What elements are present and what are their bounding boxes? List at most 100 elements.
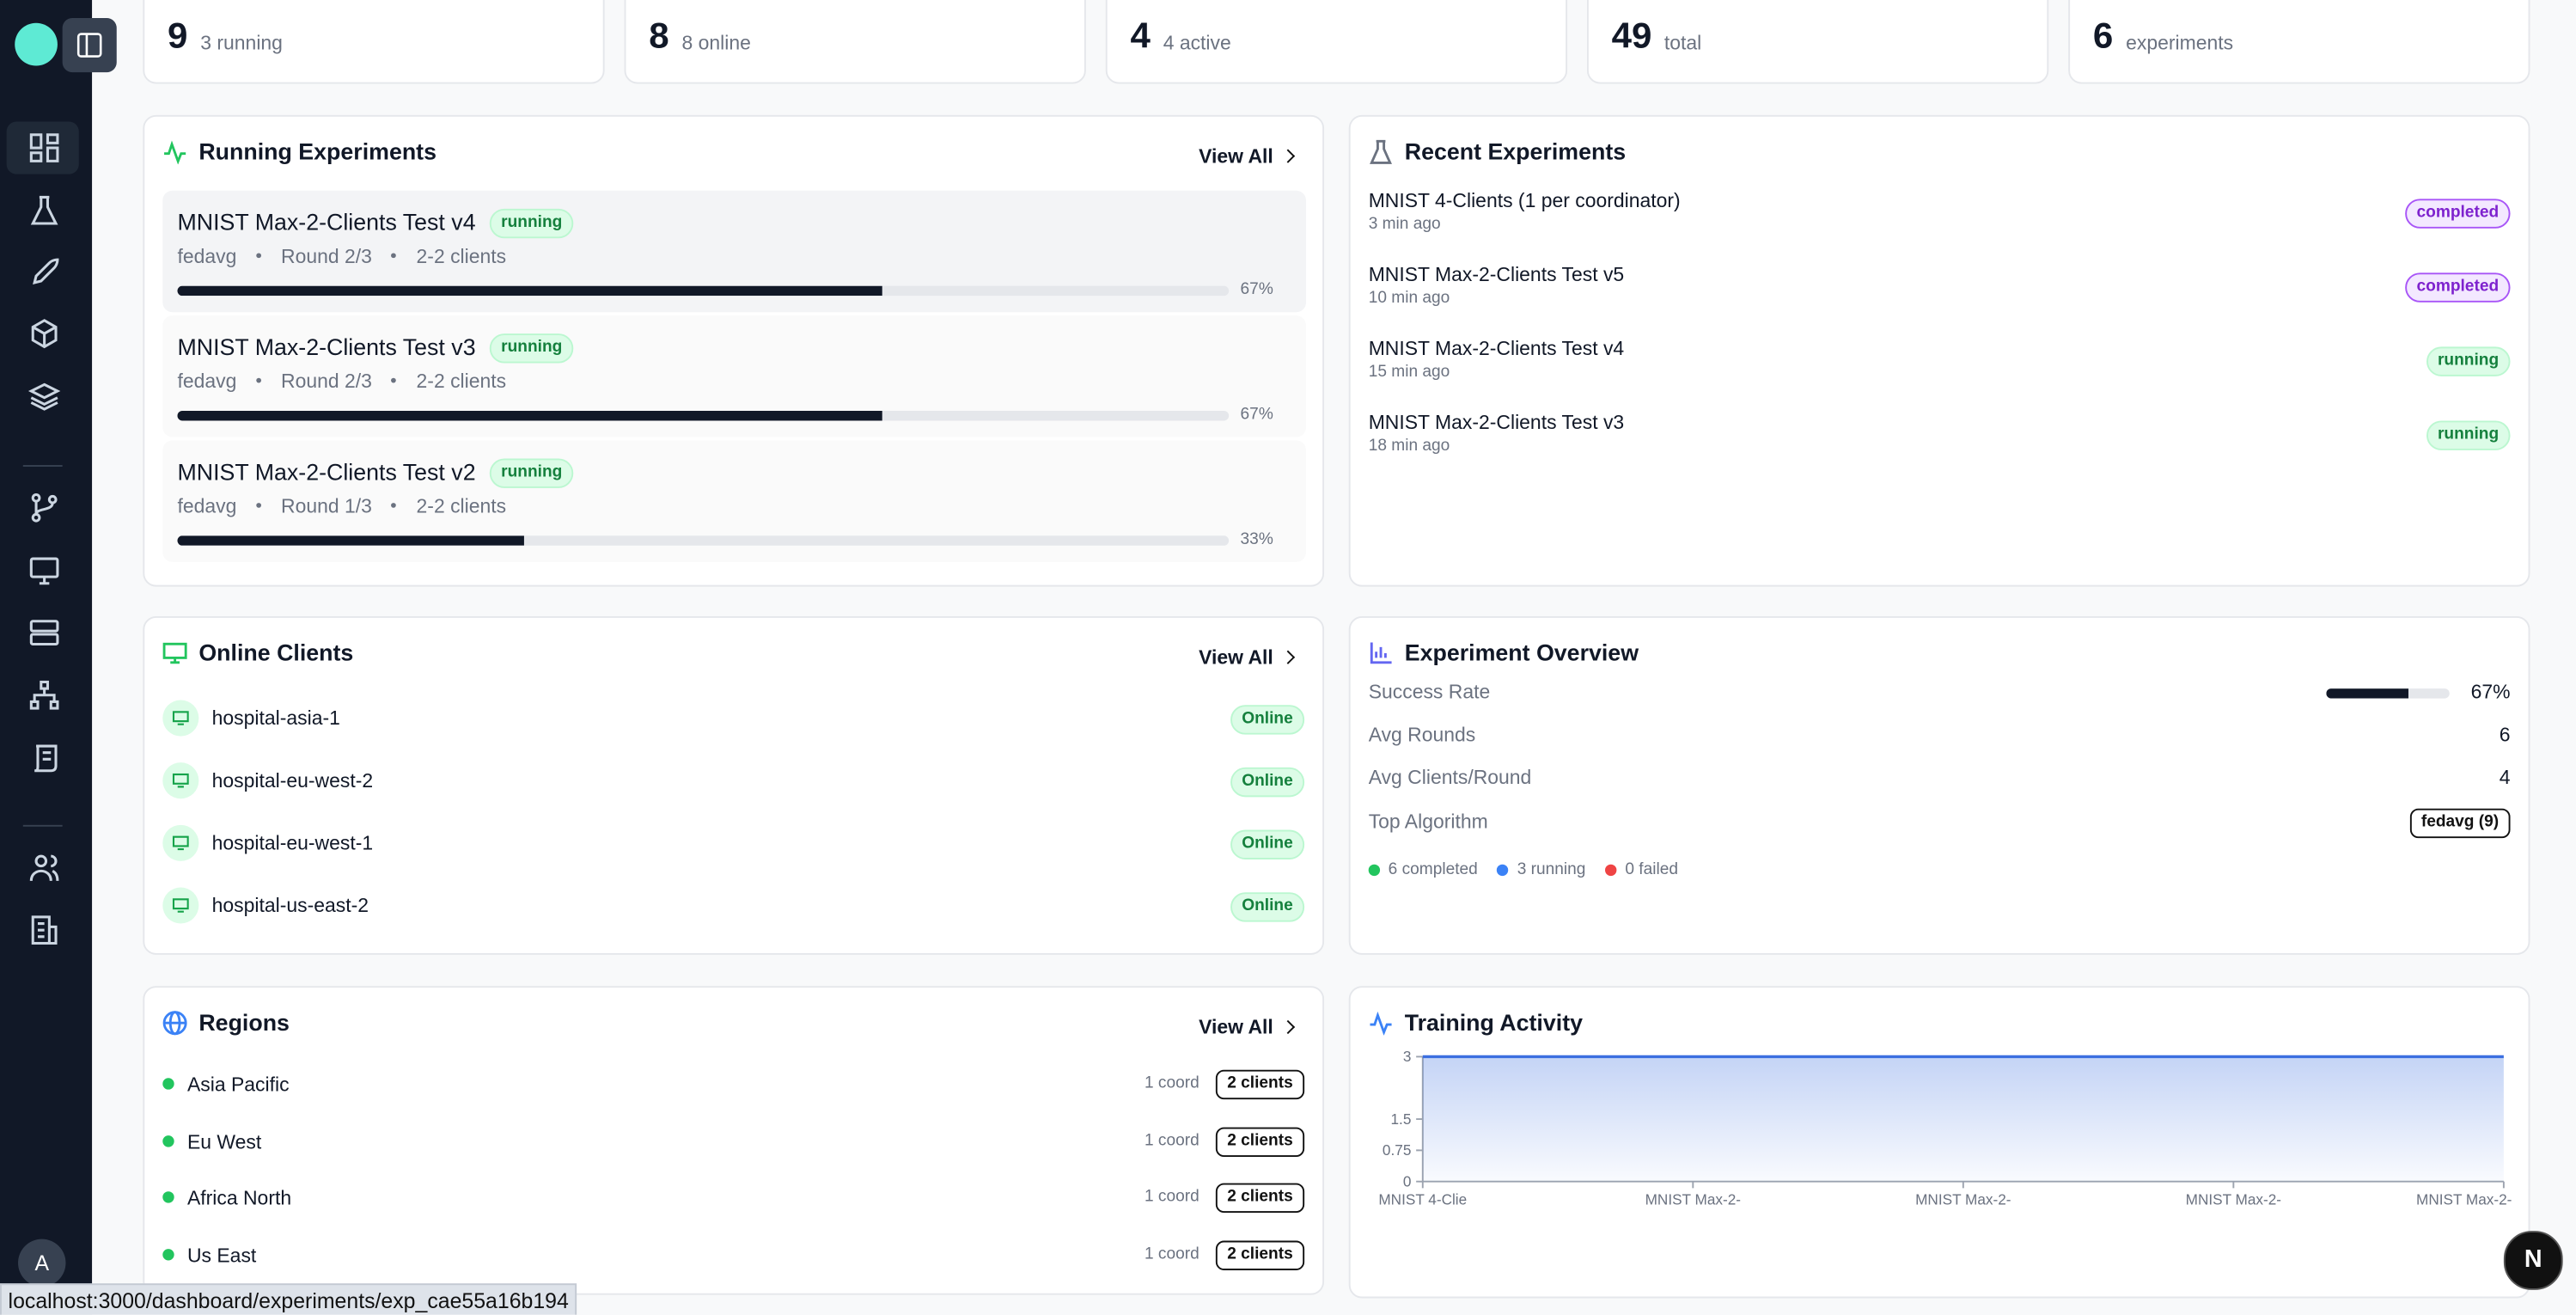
experiment-name: MNIST Max-2-Clients Test v3	[177, 333, 476, 360]
view-all[interactable]: View All	[1199, 144, 1293, 168]
x-tick-label: MNIST Max-2-	[1915, 1190, 2011, 1208]
progress-fill	[177, 535, 525, 546]
progress-label: 67%	[1240, 280, 1273, 299]
regions-panel: Regions View All Asia Pacific 1 coord 2 cl…	[143, 986, 1325, 1295]
round: Round 2/3	[281, 244, 372, 268]
icon	[162, 642, 187, 664]
experiment-meta: fedavg Round 2/3 2-2 clients	[177, 245, 506, 268]
metric-label: Avg Clients/Round	[1368, 765, 1532, 789]
progress-track	[177, 285, 1230, 297]
status-badge: running	[489, 458, 574, 488]
nav-dashboard[interactable]	[28, 132, 61, 164]
nav-datasets[interactable]	[27, 380, 61, 413]
nav-experiments[interactable]	[28, 194, 61, 227]
client-icon	[162, 762, 199, 799]
experiment-name: MNIST 4-Clients (1 per coordinator)	[1368, 188, 1681, 212]
region-name: Eu West	[186, 1129, 262, 1153]
stat-value: 6	[2092, 15, 2114, 57]
x-tick-label: MNIST Max-2-	[2186, 1190, 2281, 1208]
metric-label: Success Rate	[1368, 680, 1491, 704]
client-name: hospital-eu-west-2	[211, 768, 374, 792]
success-fill	[2326, 688, 2409, 699]
legend-item: 0 failed	[1605, 861, 1678, 879]
recent-item[interactable]: MNIST Max-2-Clients Test v3 18 min ago run…	[1351, 411, 2529, 476]
recent-panel: Recent Experiments MNIST 4-Clients (1 pe…	[1348, 114, 2530, 587]
stat-card: 9 3 running	[143, 0, 605, 84]
metric-label: Avg Rounds	[1368, 723, 1476, 747]
view-all[interactable]: View All	[1199, 645, 1293, 669]
nav-servers[interactable]	[28, 616, 61, 649]
nav-models[interactable]	[28, 317, 61, 350]
client-status: Online	[1230, 705, 1305, 735]
nav-organizations[interactable]	[28, 914, 61, 946]
progress-label: 33%	[1240, 530, 1273, 549]
panel-title: Training Activity	[1404, 1008, 1583, 1036]
progress-fill	[177, 410, 882, 421]
nav-clients[interactable]	[28, 554, 61, 586]
stat-card: 4 4 active	[1105, 0, 1568, 84]
experiment-item[interactable]: MNIST Max-2-Clients Test v3 running fedavg…	[162, 315, 1307, 437]
experiment-item[interactable]: MNIST Max-2-Clients Test v2 running fedavg…	[162, 440, 1307, 562]
separator	[22, 824, 63, 827]
recent-item[interactable]: MNIST 4-Clients (1 per coordinator) 3 min…	[1351, 189, 2529, 254]
stat-value: 9	[168, 15, 188, 57]
legend-label: 0 failed	[1625, 860, 1678, 879]
clients-panel: Online Clients View All hospital-asia-1 O…	[143, 615, 1325, 955]
recent-item[interactable]: MNIST Max-2-Clients Test v5 10 min ago com…	[1351, 263, 2529, 328]
nav-logs[interactable]	[28, 741, 61, 774]
recent-item[interactable]: MNIST Max-2-Clients Test v4 15 min ago run…	[1351, 337, 2529, 402]
metric-value: 67%	[2470, 680, 2511, 704]
experiment-name: MNIST Max-2-Clients Test v5	[1368, 262, 1625, 286]
region-dot	[162, 1191, 174, 1203]
x-tick-label: MNIST Max-2-	[1645, 1190, 1741, 1208]
client-badge: 2 clients	[1215, 1239, 1305, 1270]
nav-workflows[interactable]	[28, 492, 61, 524]
experiment-meta: fedavg Round 2/3 2-2 clients	[177, 370, 506, 393]
clients: 2-2 clients	[416, 244, 507, 268]
region-dot	[162, 1078, 174, 1090]
clients: 2-2 clients	[416, 494, 507, 518]
next-dev-button[interactable]: N	[2503, 1231, 2563, 1290]
status-badge: completed	[2405, 199, 2511, 229]
nav-active[interactable]	[6, 121, 79, 174]
view-all[interactable]: View All	[1199, 1016, 1293, 1039]
separator	[391, 253, 397, 259]
coord-count: 1 coord	[1144, 1131, 1199, 1150]
legend-label: 3 running	[1517, 860, 1586, 879]
stat-detail: total	[1663, 31, 1702, 55]
separator	[22, 465, 63, 468]
nav-users[interactable]	[28, 851, 61, 884]
legend-dot	[1605, 864, 1617, 877]
legend-dot	[1368, 864, 1381, 877]
separator	[256, 253, 262, 259]
progress-track	[177, 535, 1230, 546]
round: Round 2/3	[281, 370, 372, 393]
training-panel: Training Activity 0 0.75 1.5 3 MNIST 4-Clie M…	[1348, 986, 2530, 1299]
client-status: Online	[1230, 892, 1305, 922]
y-tick-label: 3	[1403, 1048, 1412, 1065]
client-badge: 2 clients	[1215, 1069, 1305, 1100]
algorithm: fedavg	[177, 244, 237, 268]
experiment-item[interactable]: MNIST Max-2-Clients Test v4 running fedavg…	[162, 190, 1307, 313]
client-status: Online	[1230, 767, 1305, 798]
algorithm: fedavg	[177, 494, 237, 518]
algorithm-badge: fedavg (9)	[2409, 808, 2511, 839]
separator	[256, 377, 262, 383]
experiment-time: 15 min ago	[1368, 363, 1450, 382]
x-tick-label: MNIST 4-Clie	[1378, 1190, 1467, 1208]
icon	[1370, 1011, 1392, 1036]
panel-title: Recent Experiments	[1404, 138, 1627, 165]
legend-label: 6 completed	[1388, 860, 1478, 879]
nav-deploy[interactable]	[28, 256, 61, 289]
status-legend: 6 completed 3 running 0 failed	[1368, 860, 1678, 879]
legend-item: 6 completed	[1368, 860, 1478, 879]
toggle-sidebar[interactable]	[62, 18, 117, 73]
icon	[1370, 139, 1392, 164]
avatar[interactable]: A	[18, 1239, 66, 1287]
nav-network[interactable]	[28, 679, 61, 712]
y-tick-label: 1.5	[1390, 1110, 1411, 1128]
separator	[391, 377, 397, 383]
icon	[1370, 642, 1392, 664]
